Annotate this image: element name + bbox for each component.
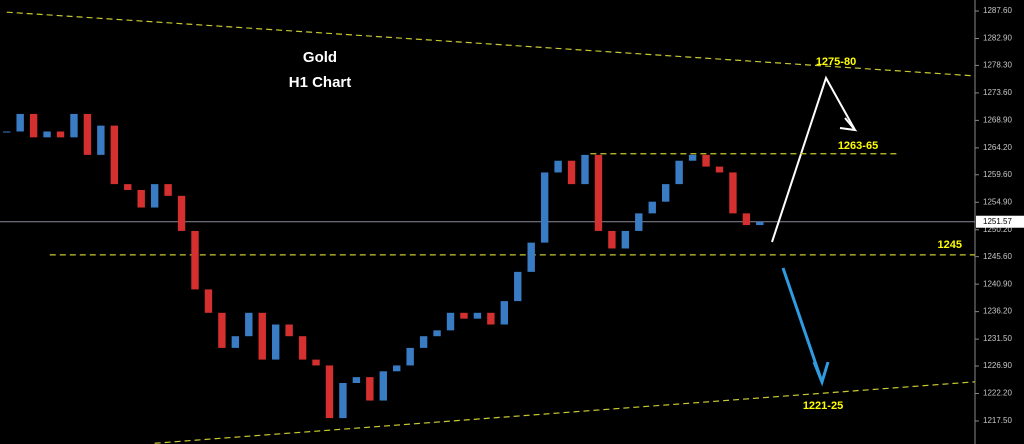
candle-body [742, 213, 751, 226]
candle-body [16, 113, 24, 132]
candle-body [729, 172, 737, 214]
candle-body [218, 312, 226, 348]
candle-body [70, 113, 78, 138]
y-tick-label: 1259.60 [983, 170, 1012, 179]
candle-body [419, 336, 428, 348]
last-price-box [976, 215, 1024, 228]
trend-line [6, 11, 976, 77]
candle-body [312, 359, 320, 366]
y-tick-label: 1273.60 [983, 88, 1012, 97]
y-tick-label: 1264.20 [983, 143, 1012, 152]
candle-body [554, 160, 562, 173]
candle-body [177, 195, 186, 231]
candle-body [514, 271, 522, 302]
candle-body [366, 377, 374, 401]
arrow-head [812, 361, 830, 387]
candle-body [137, 189, 145, 208]
candle-body [231, 336, 240, 348]
candle-body [527, 242, 535, 272]
candle-body [756, 221, 764, 226]
candle-body [460, 312, 468, 319]
candle-body [97, 125, 105, 155]
annotation: 1221-25 [803, 400, 843, 412]
candle-body [191, 230, 199, 290]
candle-body [594, 154, 603, 231]
candle-body [56, 131, 65, 138]
y-tick-label: 1268.90 [983, 115, 1012, 124]
forecast-arrow [771, 75, 856, 243]
candle-body [635, 213, 643, 231]
candle-body [675, 160, 683, 185]
candle-body [352, 377, 361, 383]
candle-body [124, 184, 132, 190]
candle-body [540, 172, 549, 243]
candle-body [487, 312, 495, 325]
candle-body [285, 324, 293, 337]
candle-body [245, 312, 253, 337]
candle-body [433, 330, 441, 337]
candle-body [271, 324, 280, 360]
candle-body [581, 154, 589, 185]
annotation: 1275-80 [816, 56, 856, 68]
candle-body [164, 184, 172, 196]
last-price-label: 1251.57 [983, 217, 1012, 226]
candle-body [43, 131, 51, 138]
candle-body [661, 184, 670, 202]
candle-body [204, 289, 213, 313]
chart-subtitle: H1 Chart [289, 74, 352, 91]
candle-body [500, 301, 509, 325]
candle-body [379, 371, 387, 401]
candle-body [621, 230, 630, 249]
candle-body [446, 312, 455, 331]
candle-body [258, 312, 266, 360]
y-tick-label: 1236.20 [983, 307, 1012, 316]
y-tick-label: 1240.90 [983, 279, 1012, 288]
candle-body [325, 365, 334, 419]
candle-body [688, 154, 697, 161]
y-tick-label: 1222.20 [983, 389, 1012, 398]
candle-body [339, 382, 347, 419]
candle-body [567, 160, 576, 185]
candle-body [83, 113, 92, 155]
y-tick-label: 1287.60 [983, 6, 1012, 15]
y-tick-label: 1282.90 [983, 34, 1012, 43]
candle-body [393, 365, 401, 372]
y-tick-label: 1217.50 [983, 416, 1012, 425]
trend-line [154, 381, 976, 444]
candle-body [3, 131, 11, 133]
y-tick-label: 1226.90 [983, 361, 1012, 370]
candle-body [150, 184, 159, 208]
candle-body [29, 113, 38, 138]
y-tick-label: 1254.90 [983, 197, 1012, 206]
y-tick-label: 1231.50 [983, 334, 1012, 343]
candle-body [406, 347, 414, 366]
y-tick-label: 1250.20 [983, 225, 1012, 234]
y-tick-label: 1245.60 [983, 252, 1012, 261]
annotation: 1263-65 [838, 140, 878, 152]
y-tick-label: 1278.30 [983, 61, 1012, 70]
annotation: 1245 [938, 239, 962, 251]
candle-body [473, 312, 482, 319]
candle-body [702, 154, 710, 167]
candle-body [110, 125, 119, 185]
candle-body [608, 230, 616, 249]
candle-body [298, 336, 307, 360]
candle-body [715, 166, 724, 173]
candle-body [648, 201, 656, 214]
chart-title: Gold [303, 49, 337, 66]
arrow-head [839, 117, 858, 132]
